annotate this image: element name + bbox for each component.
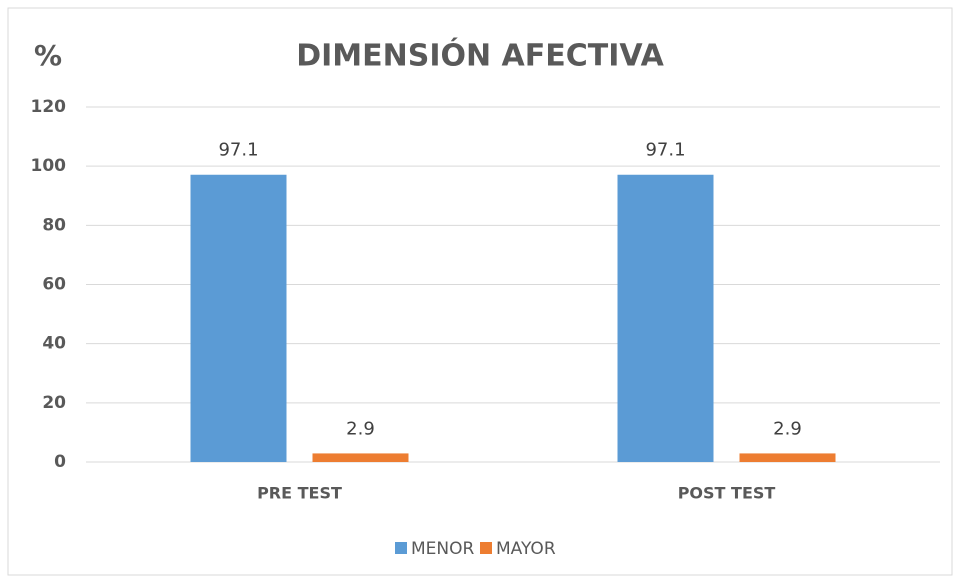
y-axis-label: % <box>34 39 62 72</box>
legend-label: MENOR <box>411 539 475 559</box>
x-tick-label: PRE TEST <box>257 484 342 503</box>
x-tick-label: POST TEST <box>678 484 776 503</box>
bar <box>739 453 836 462</box>
y-tick-label: 0 <box>54 452 66 472</box>
bar <box>190 174 287 462</box>
data-label: 2.9 <box>346 418 375 439</box>
chart-title: DIMENSIÓN AFECTIVA <box>296 37 664 74</box>
y-tick-label: 20 <box>42 393 66 413</box>
bar <box>617 174 714 462</box>
legend-swatch <box>480 542 492 554</box>
legend-label: MAYOR <box>496 539 556 559</box>
data-label: 97.1 <box>645 140 685 161</box>
y-tick-label: 60 <box>42 275 66 295</box>
bar <box>312 453 409 462</box>
data-label: 2.9 <box>773 418 802 439</box>
data-label: 97.1 <box>218 140 258 161</box>
y-tick-label: 40 <box>42 334 66 354</box>
legend-swatch <box>395 542 407 554</box>
y-tick-label: 80 <box>42 215 66 235</box>
chart-border <box>7 7 953 576</box>
y-tick-label: 120 <box>31 97 67 117</box>
y-tick-label: 100 <box>31 156 67 176</box>
